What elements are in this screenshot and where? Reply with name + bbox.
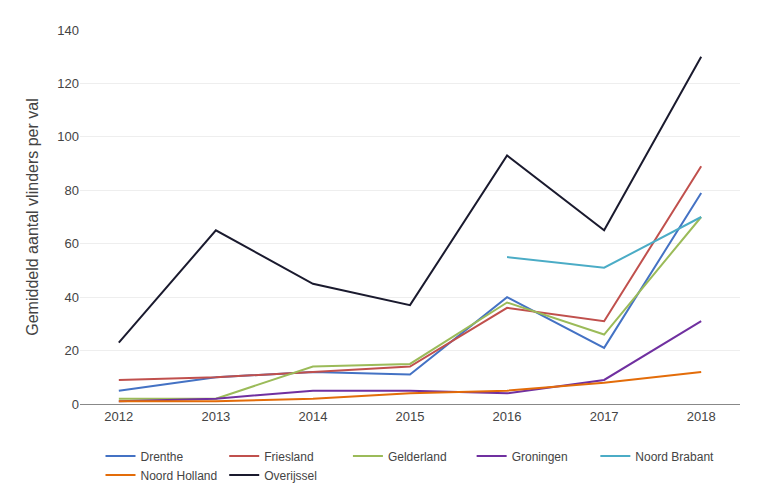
svg-text:Noord Brabant: Noord Brabant (635, 450, 714, 464)
svg-text:Drenthe: Drenthe (141, 450, 184, 464)
svg-text:Groningen: Groningen (512, 450, 568, 464)
svg-text:2017: 2017 (590, 409, 619, 424)
svg-text:Noord Holland: Noord Holland (141, 469, 218, 483)
svg-text:2013: 2013 (201, 409, 230, 424)
svg-text:60: 60 (65, 236, 79, 251)
svg-text:Friesland: Friesland (264, 450, 313, 464)
svg-text:2018: 2018 (687, 409, 716, 424)
svg-text:Overijssel: Overijssel (264, 469, 317, 483)
svg-text:Gelderland: Gelderland (388, 450, 447, 464)
svg-text:40: 40 (65, 290, 79, 305)
svg-text:2012: 2012 (104, 409, 133, 424)
svg-text:0: 0 (72, 397, 79, 412)
svg-text:140: 140 (57, 23, 79, 38)
svg-text:80: 80 (65, 183, 79, 198)
svg-text:2014: 2014 (298, 409, 327, 424)
svg-text:2015: 2015 (396, 409, 425, 424)
svg-text:2016: 2016 (493, 409, 522, 424)
svg-text:20: 20 (65, 343, 79, 358)
svg-text:120: 120 (57, 76, 79, 91)
svg-text:Gemiddeld aantal vlinders per: Gemiddeld aantal vlinders per val (24, 98, 41, 335)
svg-text:100: 100 (57, 129, 79, 144)
